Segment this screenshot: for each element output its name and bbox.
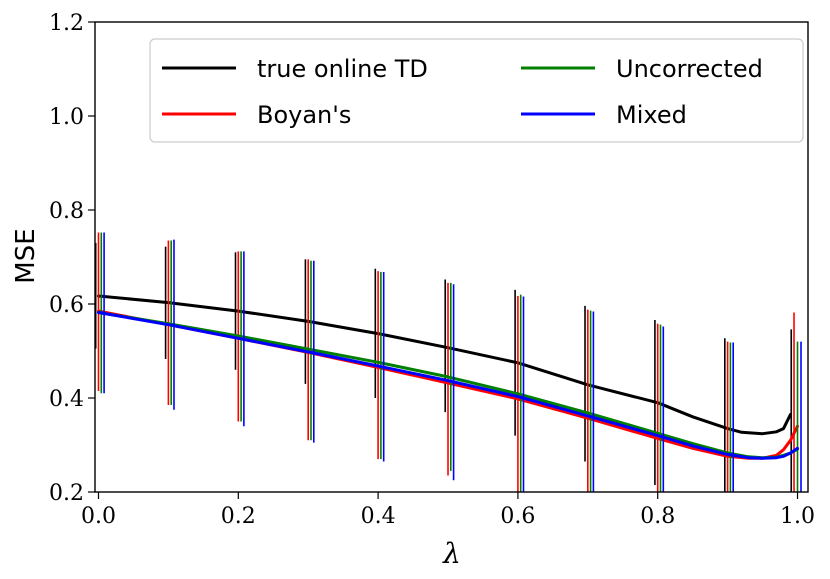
y-tick-label: 0.6 — [49, 293, 84, 318]
legend-label-boyan-s: Boyan's — [257, 101, 351, 129]
x-tick-label: 0.0 — [81, 504, 116, 529]
x-tick-label: 1.0 — [780, 504, 815, 529]
y-tick-label: 1.0 — [49, 105, 84, 130]
y-tick-label: 0.8 — [49, 199, 84, 224]
axes: 0.0 0.2 0.4 0.6 0.8 1.00.20.40.60.81.01.2 — [49, 11, 815, 529]
plot-area — [94, 232, 802, 492]
x-tick-label: 0.8 — [640, 504, 675, 529]
y-tick-label: 1.2 — [49, 11, 84, 36]
legend-label-uncorrected: Uncorrected — [616, 55, 763, 83]
y-tick-label: 0.2 — [49, 481, 84, 506]
x-axis-title: λ — [442, 537, 461, 570]
x-tick-label: 0.2 — [221, 504, 256, 529]
series-line-mixed — [97, 311, 799, 460]
legend-label-true-online-td: true online TD — [257, 55, 428, 83]
legend: true online TD Uncorrected Boyan's Mixed — [149, 38, 804, 143]
x-tick-label: 0.4 — [361, 504, 396, 529]
legend-box — [149, 38, 804, 143]
y-axis-title: MSE — [11, 228, 41, 283]
axes-frame — [94, 21, 809, 493]
series-line-true-online-td — [97, 294, 792, 436]
x-tick-label: 0.6 — [500, 504, 535, 529]
legend-label-mixed: Mixed — [616, 101, 687, 129]
y-tick-label: 0.4 — [49, 387, 84, 412]
